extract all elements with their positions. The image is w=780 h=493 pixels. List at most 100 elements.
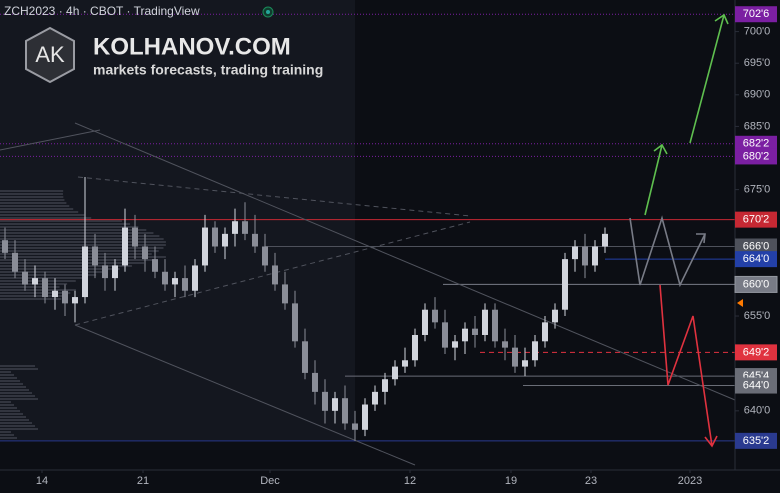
candle-body bbox=[2, 240, 8, 253]
candle-body bbox=[512, 347, 518, 367]
y-tick-label: 685'0 bbox=[744, 120, 771, 132]
x-tick-label: 21 bbox=[137, 475, 149, 487]
profile-bar bbox=[0, 377, 17, 379]
candle-body bbox=[82, 246, 88, 298]
level-label: 702'6 bbox=[743, 8, 770, 20]
level-label: 635'2 bbox=[743, 435, 770, 447]
candle-body bbox=[462, 328, 468, 342]
candle-body bbox=[552, 309, 558, 323]
profile-bar bbox=[0, 193, 63, 195]
profile-bar bbox=[0, 389, 29, 391]
level-box bbox=[735, 377, 777, 394]
gray-zigzag bbox=[629, 215, 706, 288]
profile-bar bbox=[0, 425, 35, 427]
profile-bar bbox=[0, 277, 86, 279]
profile-bar bbox=[0, 220, 122, 222]
green-arrow bbox=[689, 14, 725, 144]
y-tick-label: 690'0 bbox=[744, 89, 771, 101]
arrow-head bbox=[653, 143, 668, 155]
profile-bar bbox=[0, 268, 120, 270]
candle-body bbox=[162, 271, 168, 285]
candle-body bbox=[202, 227, 208, 266]
logo-badge bbox=[25, 26, 75, 84]
candle-body bbox=[382, 379, 388, 392]
profile-bar bbox=[0, 196, 64, 198]
level-label: 664'0 bbox=[743, 253, 770, 265]
arrow-head bbox=[696, 233, 706, 244]
profile-bar bbox=[0, 235, 160, 237]
candle-body bbox=[132, 227, 138, 247]
profile-bar bbox=[0, 223, 131, 225]
forecast-arrows bbox=[629, 13, 729, 448]
profile-bar bbox=[0, 380, 20, 382]
profile-bar bbox=[0, 208, 74, 210]
profile-bar bbox=[0, 395, 35, 397]
candle-body bbox=[432, 309, 438, 323]
candle-body bbox=[562, 259, 568, 310]
arrow-head bbox=[704, 435, 718, 448]
profile-bar bbox=[0, 205, 70, 207]
candle-body bbox=[312, 372, 318, 392]
level-box bbox=[735, 251, 777, 268]
candle-body bbox=[152, 259, 158, 272]
dashed-line bbox=[77, 176, 471, 217]
candle-body bbox=[52, 290, 58, 298]
candle-body bbox=[352, 423, 358, 430]
candle-body bbox=[322, 391, 328, 411]
profile-bar bbox=[0, 410, 20, 412]
profile-bar bbox=[0, 250, 159, 252]
candle-body bbox=[582, 246, 588, 266]
candle-body bbox=[392, 366, 398, 380]
levels bbox=[0, 13, 735, 442]
candle-body bbox=[22, 271, 28, 285]
candle-body bbox=[342, 398, 348, 424]
candle-body bbox=[72, 297, 78, 304]
profile-bar bbox=[0, 368, 38, 370]
candle-body bbox=[332, 398, 338, 411]
trend-line bbox=[0, 129, 101, 151]
profile-bar bbox=[0, 253, 152, 255]
profile-bar bbox=[0, 244, 166, 246]
candle-body bbox=[242, 221, 248, 234]
profile-bar bbox=[0, 416, 26, 418]
level-box bbox=[734, 275, 778, 293]
profile-bar bbox=[0, 431, 11, 433]
candle-body bbox=[252, 233, 258, 247]
profile-bar bbox=[0, 383, 23, 385]
candle-body bbox=[492, 309, 498, 342]
candle-body bbox=[372, 391, 378, 405]
profile-bar bbox=[0, 371, 11, 373]
price-axis bbox=[735, 0, 780, 470]
chart-title: ZCH2023 · 4h · CBOT · TradingView bbox=[4, 4, 200, 18]
profile-bar bbox=[0, 271, 108, 273]
level-box bbox=[735, 344, 777, 361]
candle-body bbox=[92, 246, 98, 266]
candle-body bbox=[142, 246, 148, 260]
candle-body bbox=[602, 233, 608, 247]
marker bbox=[737, 299, 743, 307]
profile-bar bbox=[0, 262, 145, 264]
level-label: 644'0 bbox=[743, 379, 770, 391]
level-box bbox=[735, 211, 777, 228]
level-box bbox=[735, 148, 777, 165]
profile-bar bbox=[0, 190, 64, 192]
candle-body bbox=[42, 278, 48, 298]
candle-body bbox=[192, 265, 198, 291]
x-tick-label: 23 bbox=[585, 475, 597, 487]
profile-bar bbox=[0, 217, 92, 219]
profile-bar bbox=[0, 404, 14, 406]
candle-body bbox=[442, 322, 448, 348]
level-label: 670'2 bbox=[743, 214, 770, 226]
candle-body bbox=[472, 328, 478, 335]
x-tick-label: 2023 bbox=[678, 475, 702, 487]
candle-body bbox=[502, 341, 508, 348]
level-box bbox=[735, 135, 777, 152]
profile-bar bbox=[0, 214, 85, 216]
profile-bar bbox=[0, 274, 97, 276]
candle-body bbox=[222, 233, 228, 247]
level-label: 682'2 bbox=[743, 138, 770, 150]
profile-bar bbox=[0, 437, 17, 439]
profile-bar bbox=[0, 422, 32, 424]
candle-body bbox=[212, 227, 218, 247]
